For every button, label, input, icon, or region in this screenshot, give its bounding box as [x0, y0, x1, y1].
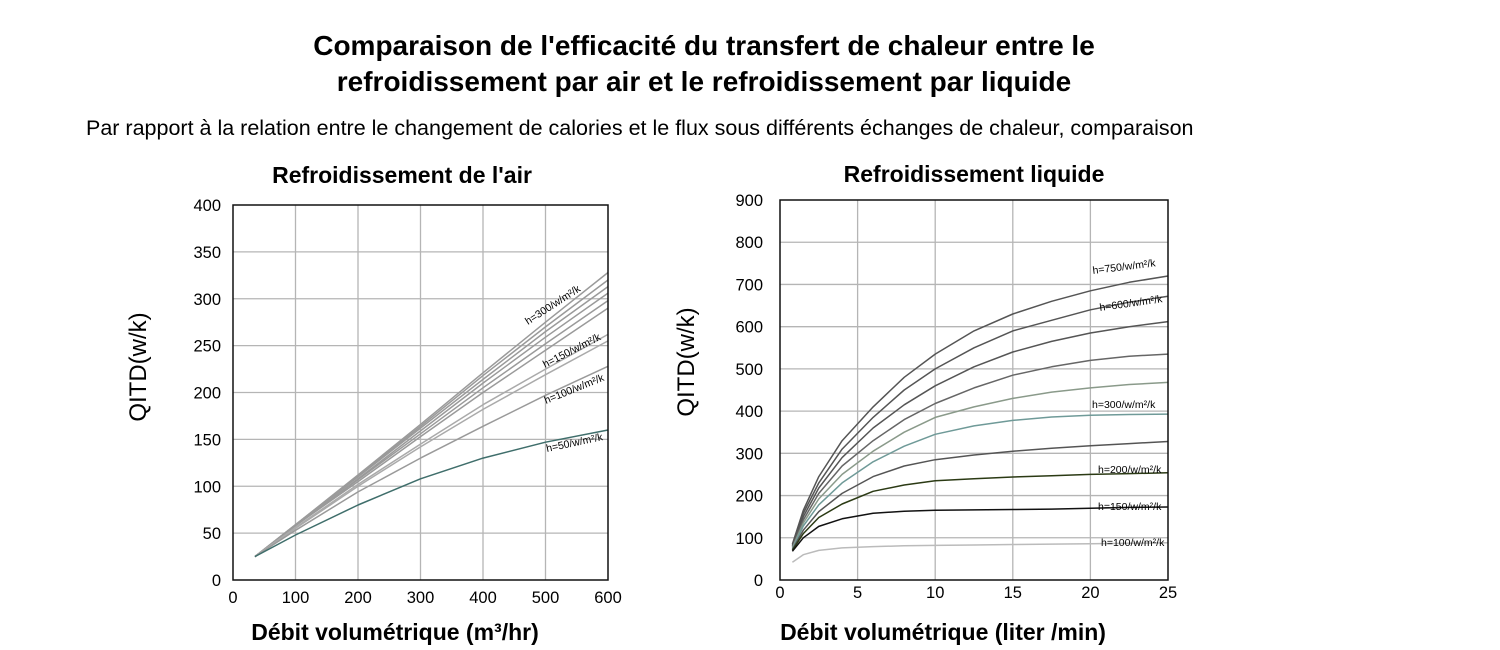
- curve-label: h=100/w/m²/k: [1101, 537, 1165, 549]
- series-line-2: [791, 295, 1169, 546]
- curve-label: h=150/w/m²/k: [1098, 501, 1162, 513]
- curve-label: h=600/w/m²/k: [1099, 293, 1164, 314]
- x-tick-label: 300: [407, 589, 435, 607]
- liquid-cooling-chart: 0 5 10 15 20 25 0 100 200 300 400 500 600 700 800 900 Re…: [673, 161, 1177, 645]
- air-cooling-chart: 0 100 200 300 400 500 600 0 50 100 150 200 250 300 350…: [125, 162, 622, 645]
- series-line-9: [254, 365, 609, 558]
- y-tick-label: 200: [735, 488, 763, 506]
- curve-label: h=50/w/m²/k: [545, 431, 604, 455]
- y-tick-label: 50: [203, 525, 221, 543]
- curve-label: h=200/w/m²/k: [1098, 464, 1162, 476]
- series-line-5: [791, 381, 1169, 549]
- y-tick-label: 400: [735, 403, 763, 421]
- x-tick-label: 0: [228, 589, 237, 607]
- series-line-3: [791, 320, 1169, 547]
- chart-title: Refroidissement liquide: [844, 161, 1105, 187]
- y-tick-label: 100: [735, 530, 763, 548]
- y-tick-label: 0: [212, 572, 221, 590]
- x-tick-label: 100: [282, 589, 310, 607]
- plot-frame: [779, 199, 1169, 581]
- series-line-10: [254, 429, 609, 558]
- main-title-line2: refroidissement par air et le refroidiss…: [336, 66, 1072, 97]
- y-tick-label: 700: [735, 276, 763, 294]
- main-title-line1: Comparaison de l'efficacité du transfert…: [313, 30, 1095, 61]
- y-tick-label: 250: [193, 338, 221, 356]
- x-tick-label: 0: [775, 584, 784, 602]
- y-tick-label: 800: [735, 234, 763, 252]
- series-line-6: [254, 271, 609, 558]
- series-line-8: [254, 340, 609, 558]
- series-line-9: [791, 506, 1169, 552]
- y-tick-label: 600: [735, 319, 763, 337]
- x-axis-label: Débit volumétrique (m³/hr): [251, 619, 539, 645]
- y-axis-label: QITD(w/k): [673, 307, 700, 416]
- series-line-6: [791, 413, 1169, 550]
- series-line-7: [791, 440, 1169, 550]
- y-tick-label: 200: [193, 385, 221, 403]
- x-tick-label: 600: [594, 589, 622, 607]
- series-line-10: [791, 542, 1169, 563]
- x-tick-label: 400: [469, 589, 497, 607]
- curve-label: h=300/w/m²/k: [1092, 399, 1156, 411]
- chart-title: Refroidissement de l'air: [272, 162, 532, 188]
- x-tick-label: 10: [926, 584, 944, 602]
- y-axis-label: QITD(w/k): [125, 312, 152, 421]
- y-tick-label: 300: [193, 291, 221, 309]
- x-tick-label: 500: [532, 589, 560, 607]
- y-tick-label: 100: [193, 478, 221, 496]
- x-tick-label: 200: [344, 589, 372, 607]
- series-line-8: [791, 472, 1169, 551]
- curve-label: h=750/w/m²/k: [1092, 257, 1157, 277]
- x-axis-label: Débit volumétrique (liter /min): [780, 619, 1106, 645]
- series-line-1: [791, 275, 1169, 545]
- x-tick-label: 20: [1081, 584, 1099, 602]
- y-tick-label: 300: [735, 445, 763, 463]
- subtitle: Par rapport à la relation entre le chang…: [86, 116, 1194, 140]
- x-tick-label: 5: [853, 584, 862, 602]
- series-line-4: [791, 353, 1169, 548]
- plot-frame: [232, 204, 609, 581]
- y-tick-label: 0: [754, 572, 763, 590]
- y-tick-label: 400: [193, 197, 221, 215]
- curve-label: h=100/w/m²/k: [543, 372, 607, 407]
- main-title: Comparaison de l'efficacité du transfert…: [0, 28, 1408, 100]
- x-tick-label: 25: [1159, 584, 1177, 602]
- curve-label: h=150/w/m²/k: [541, 331, 604, 371]
- y-tick-label: 350: [193, 244, 221, 262]
- y-tick-label: 900: [735, 192, 763, 210]
- y-tick-label: 150: [193, 431, 221, 449]
- x-tick-label: 15: [1004, 584, 1022, 602]
- y-tick-label: 500: [735, 361, 763, 379]
